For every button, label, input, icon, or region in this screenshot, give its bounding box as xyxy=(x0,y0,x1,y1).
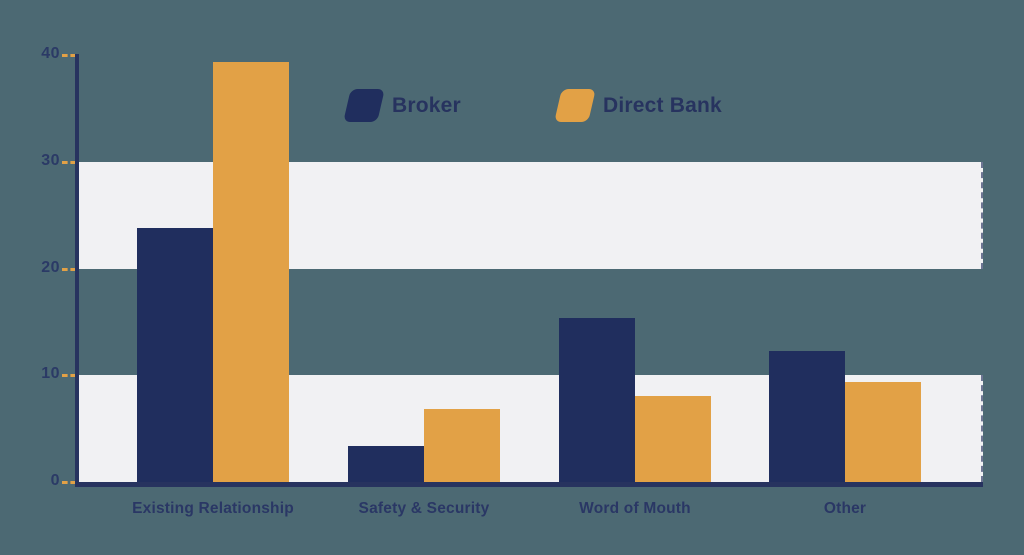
legend-item-direct-bank: Direct Bank xyxy=(554,89,722,122)
legend-label-broker: Broker xyxy=(392,93,461,117)
y-tick-label-40: 40 xyxy=(41,45,60,62)
x-category-label-2: Word of Mouth xyxy=(579,500,691,517)
y-tick-label-10: 10 xyxy=(41,365,60,383)
bar-broker-3 xyxy=(769,350,845,482)
y-tick-mark-10 xyxy=(62,374,76,378)
y-axis-line xyxy=(75,54,79,487)
y-tick-label-0: 0 xyxy=(50,472,60,489)
x-category-label-3: Other xyxy=(823,500,867,517)
bar-direct-bank-1 xyxy=(424,409,500,482)
bar-broker-1 xyxy=(348,445,424,482)
x-category-label-0: Existing Relationship xyxy=(132,500,294,517)
bar-direct-bank-0 xyxy=(213,62,289,482)
y-tick-mark-30 xyxy=(62,160,76,164)
bar-direct-bank-3 xyxy=(845,381,921,482)
direct-bank-swatch-icon xyxy=(554,89,596,122)
legend-label-direct-bank: Direct Bank xyxy=(603,93,722,117)
x-category-label-1: Safety & Security xyxy=(358,500,490,517)
y-tick-label-20: 20 xyxy=(41,258,60,276)
bar-direct-bank-2 xyxy=(635,395,711,482)
x-axis-line xyxy=(75,482,983,487)
y-tick-mark-20 xyxy=(62,267,76,271)
y-tick-mark-0 xyxy=(62,481,76,484)
legend-item-broker: Broker xyxy=(343,89,461,122)
y-tick-label-30: 30 xyxy=(41,151,60,169)
y-tick-mark-40 xyxy=(62,54,76,57)
broker-swatch-icon xyxy=(343,89,385,122)
bar-broker-2 xyxy=(559,317,635,482)
bar-broker-0 xyxy=(137,227,213,482)
